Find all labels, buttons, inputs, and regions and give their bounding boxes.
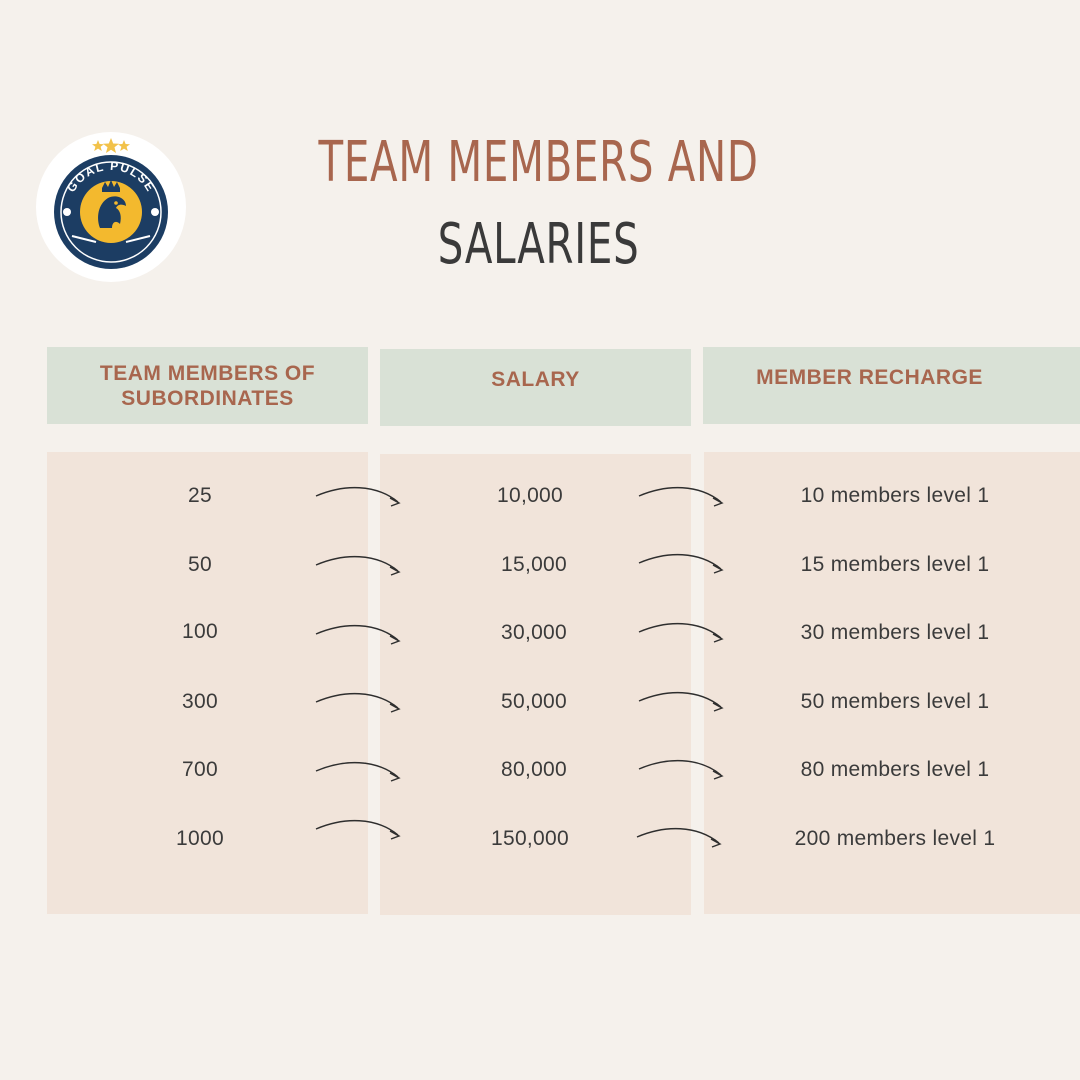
table-row-salary: 15,000 <box>500 553 568 576</box>
table-row-salary: 150,000 <box>490 827 569 850</box>
page-title-line2: SALARIES <box>437 212 640 277</box>
arrow-right-icon <box>636 828 722 848</box>
table-row-recharge: 200 members level 1 <box>794 827 996 850</box>
arrow-right-icon <box>315 556 401 576</box>
column-header-recharge: MEMBER RECHARGE <box>703 347 1080 424</box>
column-header-salary: SALARY <box>380 349 691 426</box>
column-header-salary-label: SALARY <box>491 368 580 391</box>
column-header-members: TEAM MEMBERS OF SUBORDINATES <box>47 347 368 424</box>
page-title-line1: TEAM MEMBERS AND <box>318 130 759 195</box>
arrow-right-icon <box>315 762 401 782</box>
arrow-right-icon <box>638 623 724 643</box>
table-row-recharge: 50 members level 1 <box>800 690 990 713</box>
arrow-right-icon <box>315 487 401 507</box>
arrow-right-icon <box>638 692 724 712</box>
table-row-members: 25 <box>188 484 212 507</box>
arrow-right-icon <box>638 487 724 507</box>
table-row-members: 100 <box>182 620 218 643</box>
table-row-members: 50 <box>188 553 212 576</box>
table-row-salary: 30,000 <box>500 621 568 644</box>
table-row-salary: 50,000 <box>500 690 568 713</box>
column-header-members-label: TEAM MEMBERS OF SUBORDINATES <box>99 361 316 410</box>
arrow-right-icon <box>315 625 401 645</box>
column-header-recharge-label: MEMBER RECHARGE <box>756 366 983 389</box>
goal-pulse-logo: GOAL PULSE <box>36 132 186 282</box>
column-body-members <box>47 452 368 914</box>
table-row-salary: 80,000 <box>500 758 568 781</box>
table-row-recharge: 10 members level 1 <box>800 484 990 507</box>
table-row-members: 300 <box>182 690 218 713</box>
column-body-salary <box>380 454 691 915</box>
arrow-right-icon <box>315 820 401 840</box>
table-row-members: 700 <box>182 758 218 781</box>
table-row-recharge: 30 members level 1 <box>800 621 990 644</box>
column-body-recharge <box>704 452 1080 914</box>
arrow-right-icon <box>638 760 724 780</box>
table-row-recharge: 80 members level 1 <box>800 758 990 781</box>
arrow-right-icon <box>315 693 401 713</box>
table-row-recharge: 15 members level 1 <box>800 553 990 576</box>
arrow-right-icon <box>638 554 724 574</box>
table-row-members: 1000 <box>176 827 224 850</box>
table-row-salary: 10,000 <box>496 484 564 507</box>
